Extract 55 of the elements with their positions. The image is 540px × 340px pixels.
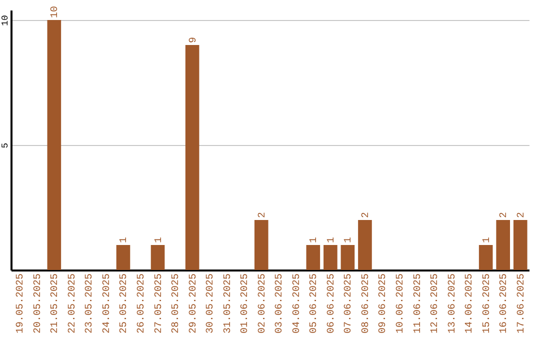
x-tick-label: 27.05.2025 [154,274,165,334]
x-tick-label: 03.06.2025 [274,274,286,334]
bar [116,245,130,270]
x-tick-label: 07.06.2025 [344,274,355,334]
bar [324,245,338,270]
data-label: 9 [188,36,200,43]
data-label: 10 [50,6,62,18]
x-tick-label: 13.06.2025 [447,274,458,334]
bar [496,220,510,270]
data-label: 1 [482,236,493,243]
x-tick-label: 25.05.2025 [119,274,130,334]
bar [340,245,355,270]
x-tick-label: 01.06.2025 [240,274,252,334]
bar [185,45,200,270]
bar [254,220,268,270]
x-tick-label: 11.06.2025 [412,274,424,334]
data-label: 2 [516,212,528,218]
x-tick-label: 20.05.2025 [32,274,44,334]
data-label: 1 [119,236,130,243]
x-tick-label: 08.06.2025 [360,274,372,334]
x-tick-label: 21.05.2025 [50,274,62,334]
x-tick-label: 24.05.2025 [102,274,113,334]
data-label: 2 [257,212,268,218]
x-tick-label: 14.06.2025 [464,274,476,334]
x-tick-label: 17.06.2025 [516,274,528,334]
x-tick-label: 15.06.2025 [482,274,493,334]
bar [47,20,62,270]
x-tick-label: 12.06.2025 [430,274,442,334]
x-tick-label: 22.05.2025 [67,274,78,334]
x-tick-label: 23.05.2025 [84,274,96,334]
bar [306,245,320,270]
x-tick-label: 02.06.2025 [257,274,268,334]
data-label: 1 [344,236,355,243]
data-label: 2 [360,212,372,218]
bar [358,220,372,270]
x-tick-label: 19.05.2025 [16,274,27,334]
bar [478,245,493,270]
x-tick-label: 06.06.2025 [326,274,338,334]
x-tick-label: 30.05.2025 [206,274,217,334]
x-tick-label: 05.06.2025 [309,274,320,334]
x-tick-label: 29.05.2025 [188,274,200,334]
x-tick-label: 26.05.2025 [136,274,148,334]
bar [150,245,165,270]
data-label: 1 [154,236,165,243]
x-tick-label: 09.06.2025 [378,274,390,334]
y-tick-label: 5 [0,142,10,148]
x-tick-label: 04.06.2025 [292,274,303,334]
x-tick-label: 28.05.2025 [171,274,182,334]
bar [513,220,528,270]
x-tick-label: 16.06.2025 [499,274,510,334]
data-label: 2 [499,212,510,218]
data-label: 1 [309,236,320,243]
x-tick-label: 31.05.2025 [222,274,234,334]
x-tick-label: 10.06.2025 [396,274,406,334]
data-label: 1 [326,236,338,243]
